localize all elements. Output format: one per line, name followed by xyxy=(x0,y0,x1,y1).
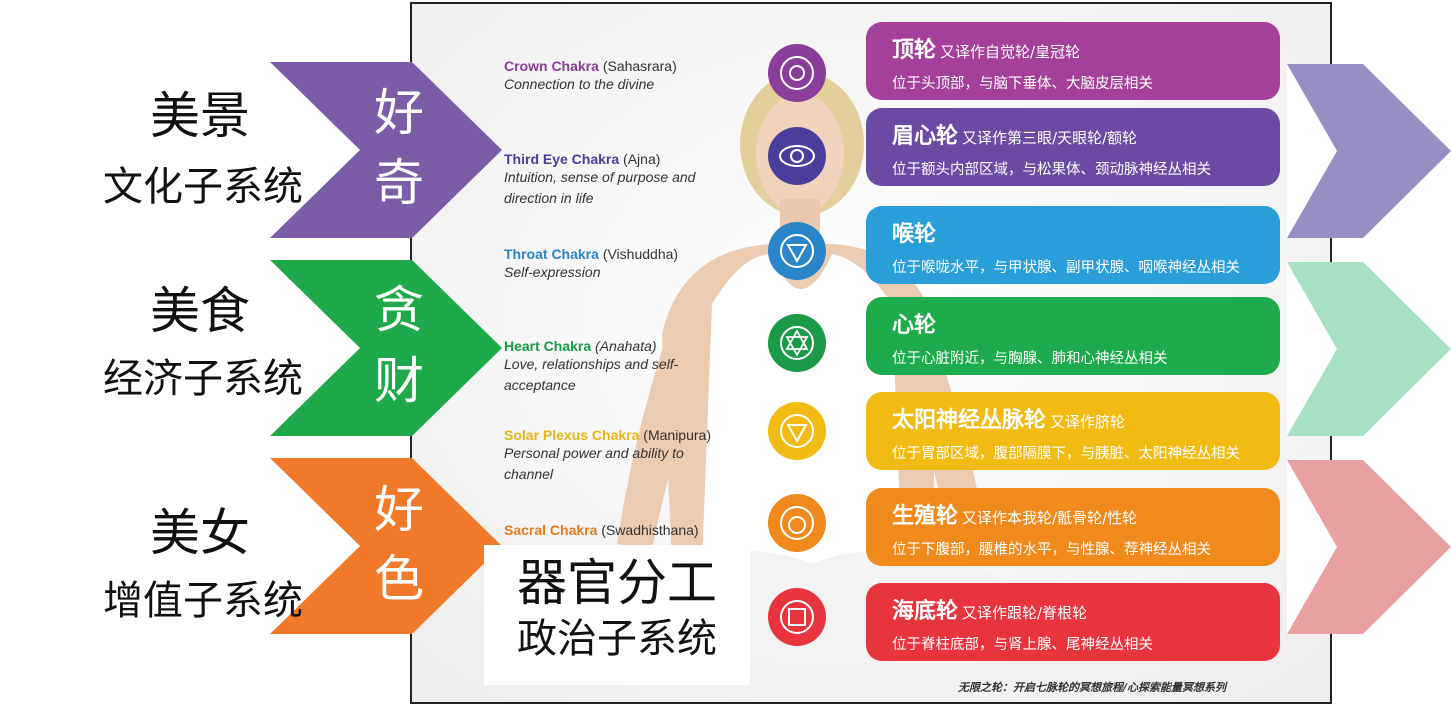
chakra-alt-name: (Swadhisthana) xyxy=(601,522,699,538)
chakra-description: Love, relationships and self-acceptance xyxy=(504,356,679,393)
bar-alt: 又译作脐轮 xyxy=(1050,413,1126,431)
sacral-chakra-bar: 生殖轮 又译作本我轮/骶骨轮/性轮 位于下腹部，腰椎的水平，与性腺、荐神经丛相关 xyxy=(866,488,1280,566)
heart-chakra-info: Heart Chakra (Anahata) Love, relationshi… xyxy=(504,338,684,396)
left-label-title: 美食 xyxy=(150,282,250,340)
bar-description: 位于额头内部区域，与松果体、颈动脉神经丛相关 xyxy=(892,162,1211,178)
sacral-chakra-icon xyxy=(768,494,826,552)
chevron-text-bottom: 色 xyxy=(374,550,424,608)
left-label-title: 美女 xyxy=(150,504,250,562)
organ-subtitle: 政治子系统 xyxy=(517,616,717,662)
chevron-text-bottom: 财 xyxy=(374,352,424,410)
bar-description: 位于胃部区域，腹部隔膜下，与胰脏、太阳神经丛相关 xyxy=(892,446,1240,462)
organ-title: 器官分工 xyxy=(517,554,717,612)
solar-plexus-chakra-icon xyxy=(768,402,826,460)
bar-alt: 又译作自觉轮/皇冠轮 xyxy=(940,43,1081,61)
chakra-name: Third Eye Chakra xyxy=(504,151,620,167)
throat-chakra-icon xyxy=(768,222,826,280)
chakra-name: Heart Chakra xyxy=(504,338,592,354)
chakra-alt-name: (Manipura) xyxy=(643,427,711,443)
crown-chakra-bar: 顶轮 又译作自觉轮/皇冠轮 位于头顶部，与脑下垂体、大脑皮层相关 xyxy=(866,22,1280,100)
chevron-text-top: 好 xyxy=(374,84,424,142)
bar-title: 太阳神经丛脉轮 xyxy=(892,408,1047,433)
left-label-subtitle: 增值子系统 xyxy=(103,578,303,624)
root-chakra-icon xyxy=(768,588,826,646)
bar-description: 位于脊柱底部，与肾上腺、尾神经丛相关 xyxy=(892,637,1153,653)
bar-alt: 又译作跟轮/脊根轮 xyxy=(962,604,1088,622)
chakra-alt-name: (Sahasrara) xyxy=(602,58,677,74)
bar-description: 位于心脏附近，与胸腺、肺和心神经丛相关 xyxy=(892,351,1168,367)
left-label-title: 美景 xyxy=(150,87,250,145)
curiosity-chevron xyxy=(270,62,502,238)
organ-division-box: 器官分工 政治子系统 xyxy=(484,545,750,685)
chakra-alt-name: (Ajna) xyxy=(623,151,661,167)
lust-chevron xyxy=(270,458,502,634)
bar-alt: 又译作第三眼/天眼轮/额轮 xyxy=(962,129,1138,147)
bar-title: 海底轮 xyxy=(892,599,959,624)
heart-chakra-icon xyxy=(768,314,826,372)
chakra-name: Throat Chakra xyxy=(504,246,599,262)
bar-description: 位于下腹部，腰椎的水平，与性腺、荐神经丛相关 xyxy=(892,542,1211,558)
root-chakra-bar: 海底轮 又译作跟轮/脊根轮 位于脊柱底部，与肾上腺、尾神经丛相关 xyxy=(866,583,1280,661)
throat-chakra-info: Throat Chakra (Vishuddha) Self-expressio… xyxy=(504,246,724,283)
bar-title: 顶轮 xyxy=(892,38,937,63)
heart-chakra-bar: 心轮 位于心脏附近，与胸腺、肺和心神经丛相关 xyxy=(866,297,1280,375)
chakra-name: Sacral Chakra xyxy=(504,522,598,538)
bar-title: 生殖轮 xyxy=(892,504,959,529)
chakra-name: Solar Plexus Chakra xyxy=(504,427,640,443)
crown-chakra-info: Crown Chakra (Sahasrara) Connection to t… xyxy=(504,58,724,95)
chevron-text-bottom: 奇 xyxy=(374,154,424,212)
solar-plexus-chakra-bar: 太阳神经丛脉轮 又译作脐轮 位于胃部区域，腹部隔膜下，与胰脏、太阳神经丛相关 xyxy=(866,392,1280,470)
left-label-subtitle: 文化子系统 xyxy=(103,164,303,210)
chakra-description: Connection to the divine xyxy=(504,76,655,92)
chakra-description: Personal power and ability to channel xyxy=(504,445,684,482)
third-eye-chakra-icon xyxy=(768,127,826,185)
sacral-chakra-info: Sacral Chakra (Swadhisthana) xyxy=(504,522,699,538)
right-chevron-pink xyxy=(1287,460,1451,634)
solar-plexus-chakra-info: Solar Plexus Chakra (Manipura) Personal … xyxy=(504,427,719,485)
crown-chakra-icon xyxy=(768,44,826,102)
right-chevron-purple xyxy=(1287,64,1451,238)
third-eye-chakra-info: Third Eye Chakra (Ajna) Intuition, sense… xyxy=(504,151,704,209)
right-chevron-green xyxy=(1287,262,1451,436)
chakra-description: Self-expression xyxy=(504,264,601,280)
bar-title: 心轮 xyxy=(892,313,937,338)
image-caption: 无限之轮：开启七脉轮的冥想旅程/心探索能量冥想系列 xyxy=(958,681,1227,694)
bar-title: 眉心轮 xyxy=(892,124,959,149)
chakra-alt-name: (Vishuddha) xyxy=(602,246,679,262)
chakra-name: Crown Chakra xyxy=(504,58,599,74)
bar-alt: 又译作本我轮/骶骨轮/性轮 xyxy=(962,509,1138,527)
throat-chakra-bar: 喉轮 位于喉咙水平，与甲状腺、副甲状腺、咽喉神经丛相关 xyxy=(866,206,1280,284)
chevron-text-top: 好 xyxy=(374,481,424,539)
greed-chevron xyxy=(270,260,502,436)
chakra-alt-name: (Anahata) xyxy=(595,338,657,354)
left-label-subtitle: 经济子系统 xyxy=(103,356,303,402)
chakra-description: Intuition, sense of purpose and directio… xyxy=(504,169,696,206)
third-eye-chakra-bar: 眉心轮 又译作第三眼/天眼轮/额轮 位于额头内部区域，与松果体、颈动脉神经丛相关 xyxy=(866,108,1280,186)
chevron-text-top: 贪 xyxy=(374,281,424,339)
bar-title: 喉轮 xyxy=(892,222,937,247)
bar-description: 位于喉咙水平，与甲状腺、副甲状腺、咽喉神经丛相关 xyxy=(892,260,1240,276)
bar-description: 位于头顶部，与脑下垂体、大脑皮层相关 xyxy=(892,76,1153,92)
